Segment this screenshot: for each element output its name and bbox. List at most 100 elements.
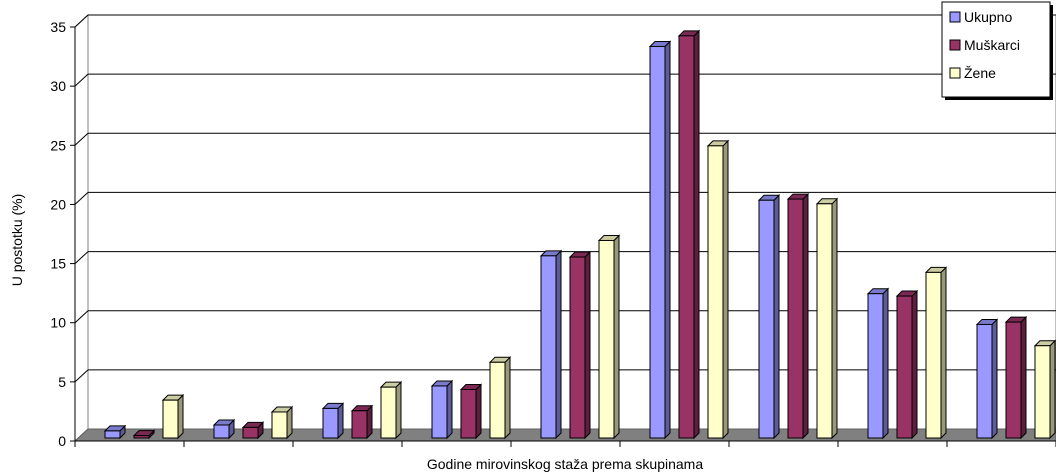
bar	[161, 393, 185, 440]
y-tick-label: 35	[50, 19, 66, 35]
bar-front	[489, 361, 506, 439]
bar	[212, 418, 236, 440]
bar	[895, 289, 919, 440]
bar	[648, 40, 672, 440]
bar	[350, 404, 374, 440]
bar	[241, 421, 265, 440]
legend-label: Žene	[964, 65, 996, 81]
bar-front	[816, 203, 833, 439]
bar	[757, 194, 781, 440]
bar-side	[613, 234, 620, 440]
bar	[1033, 339, 1056, 440]
bar-front	[925, 271, 942, 439]
legend-label: Ukupno	[964, 9, 1012, 25]
bar	[459, 383, 483, 440]
y-tick-label: 15	[50, 256, 66, 272]
bar-front	[322, 407, 339, 439]
bar	[677, 29, 701, 440]
gridline-side	[74, 192, 89, 205]
bar	[706, 139, 730, 440]
bar-side	[773, 194, 780, 440]
bar	[103, 424, 127, 440]
bar	[597, 234, 621, 440]
bar	[270, 405, 294, 440]
bar-side	[504, 356, 511, 440]
y-tick-labels: 0 5 10 15 20 25 30 35	[50, 19, 66, 449]
bar	[321, 402, 345, 440]
gridline-side	[74, 369, 89, 383]
y-tick-label: 30	[50, 78, 66, 94]
gridline-side	[74, 310, 89, 324]
bar-side	[584, 250, 591, 440]
gridline-side	[74, 251, 89, 264]
bar-front	[431, 385, 448, 439]
bar-front	[104, 430, 121, 439]
bar-side	[1020, 315, 1027, 440]
legend-label: Muškarci	[964, 37, 1020, 53]
bar-side	[991, 318, 998, 440]
bar-front	[896, 295, 913, 439]
bar-side	[722, 139, 729, 440]
bar-front	[787, 198, 804, 439]
y-tick-label: 0	[58, 433, 66, 449]
bar-side	[911, 289, 918, 440]
bar-side	[940, 266, 947, 440]
bar-front	[867, 293, 884, 439]
bar-front	[213, 424, 230, 439]
bar-front	[649, 45, 666, 439]
bar-front	[380, 386, 397, 439]
bar-front	[271, 411, 288, 439]
bar-front	[598, 239, 615, 439]
bar	[924, 266, 948, 440]
bar-side	[882, 287, 889, 440]
bar	[568, 250, 592, 440]
bar-side	[177, 393, 184, 440]
bar-front	[707, 145, 724, 439]
bar-front	[133, 435, 150, 439]
bar-front	[758, 199, 775, 439]
gridlines	[74, 14, 1056, 383]
legend-swatch	[949, 67, 961, 79]
y-tick-label: 25	[50, 137, 66, 153]
y-tick-label: 5	[58, 374, 66, 390]
axes	[70, 26, 1056, 447]
bar-side	[664, 40, 671, 440]
bar	[132, 429, 156, 440]
legend: Ukupno Muškarci Žene	[941, 1, 1053, 100]
bar-side	[802, 192, 809, 440]
side-wall	[74, 13, 89, 443]
bar-side	[693, 29, 700, 440]
bar	[1004, 315, 1028, 440]
gridline-side	[74, 73, 89, 87]
bar-front	[162, 399, 179, 439]
bar-front	[351, 410, 368, 439]
y-tick-label: 10	[50, 315, 66, 331]
gridline-side	[74, 132, 89, 146]
bar	[786, 192, 810, 440]
bar-side	[831, 197, 838, 440]
bar-side	[475, 383, 482, 440]
bar	[866, 287, 890, 440]
bar-front	[569, 256, 586, 439]
bar-front	[976, 323, 993, 439]
bar-side	[395, 380, 402, 440]
bar-front	[540, 255, 557, 439]
bar	[379, 380, 403, 440]
y-tick-label: 20	[50, 196, 66, 212]
legend-swatch	[949, 11, 961, 23]
bar	[815, 197, 839, 440]
bars	[103, 29, 1056, 440]
bar-front	[460, 389, 477, 439]
bar	[488, 356, 512, 440]
bar	[539, 249, 563, 440]
bar-front	[242, 426, 259, 439]
bar-side	[337, 402, 344, 440]
bar-front	[678, 35, 695, 439]
bar-side	[555, 249, 562, 440]
bar-front	[1034, 345, 1051, 439]
bar-side	[1049, 339, 1056, 440]
x-axis-title: Godine mirovinskog staža prema skupinama	[427, 456, 703, 472]
bar	[430, 379, 454, 440]
bar-side	[446, 379, 453, 440]
